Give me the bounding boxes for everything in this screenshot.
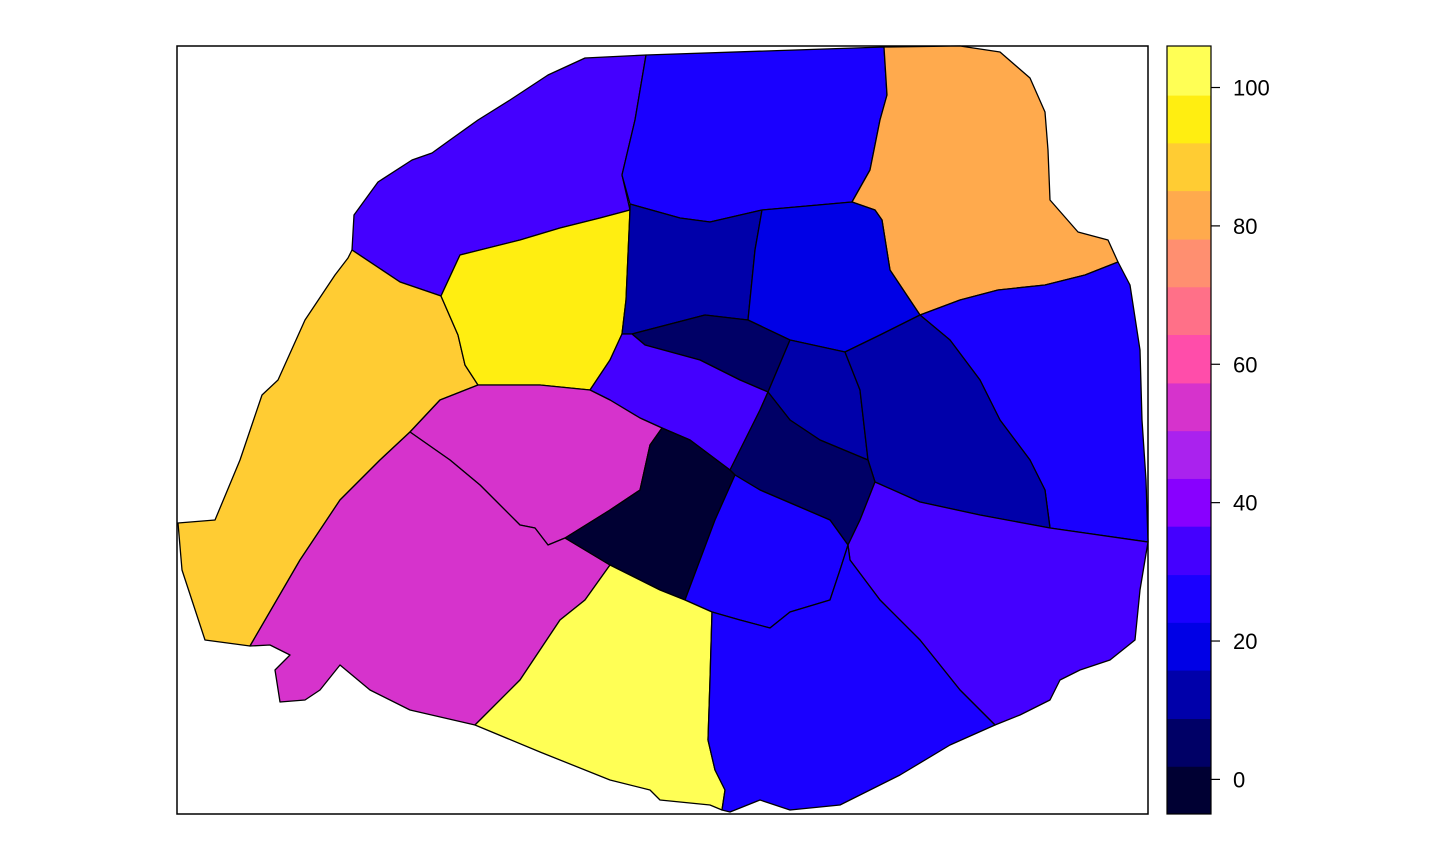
color-key-tick-label: 100 <box>1233 76 1270 101</box>
district-north[interactable] <box>621 46 888 223</box>
color-key-tick-label: 0 <box>1233 767 1245 792</box>
color-key-bin <box>1167 526 1211 576</box>
district-south-west[interactable] <box>249 431 611 726</box>
color-key-bin <box>1167 382 1211 432</box>
color-key-bin <box>1167 286 1211 336</box>
color-key-bin <box>1167 766 1211 815</box>
color-key-bin <box>1167 142 1211 192</box>
color-key-bin <box>1167 334 1211 384</box>
color-key-bin <box>1167 718 1211 767</box>
district-south[interactable] <box>707 544 996 813</box>
color-key-bins <box>1167 46 1211 815</box>
district-layer <box>177 45 1149 813</box>
color-key-bin <box>1167 478 1211 527</box>
color-key-ticks: 0 20 40 60 80 100 <box>1211 76 1270 792</box>
color-key-tick-label: 80 <box>1233 214 1257 239</box>
color-key-tick-label: 40 <box>1233 491 1257 516</box>
color-key-frame <box>1166 45 1212 815</box>
color-key-bin <box>1167 574 1211 623</box>
color-key-bin <box>1167 46 1211 96</box>
color-key-bin <box>1167 239 1211 288</box>
district-center-north-a[interactable] <box>621 203 763 335</box>
color-key: 0 20 40 60 80 100 <box>1166 45 1270 815</box>
color-key-bin <box>1167 670 1211 720</box>
color-key-tick-label: 20 <box>1233 629 1257 654</box>
color-key-bin <box>1167 622 1211 671</box>
color-key-bin <box>1167 95 1211 144</box>
color-key-bin <box>1167 190 1211 240</box>
color-key-tick-label: 60 <box>1233 352 1257 377</box>
color-key-bin <box>1167 430 1211 479</box>
